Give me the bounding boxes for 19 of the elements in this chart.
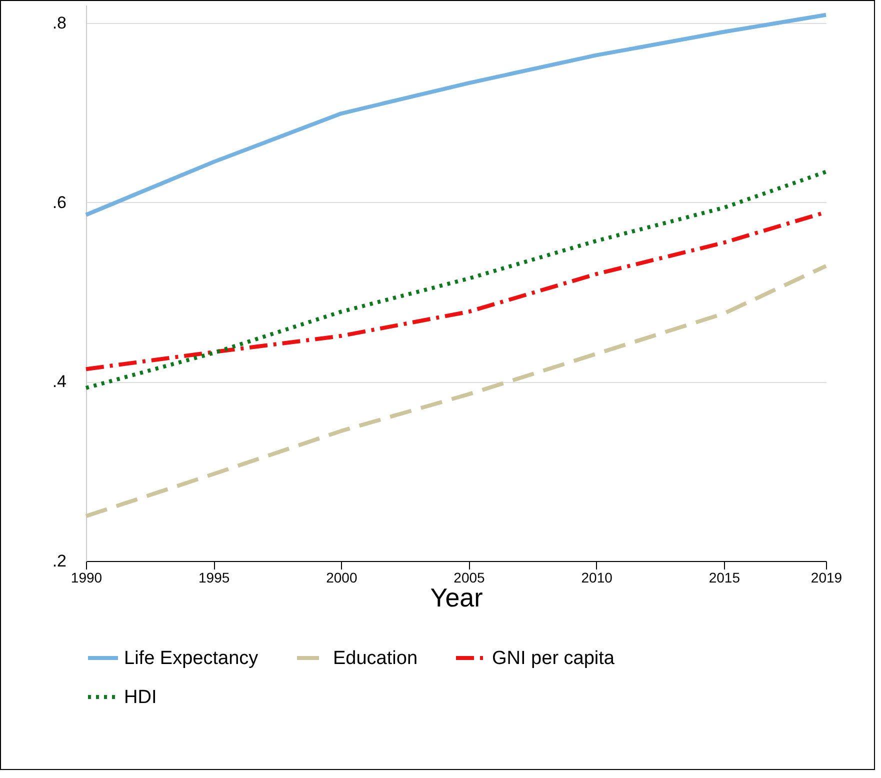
line-series (84, 12, 828, 217)
legend-label: Education (333, 648, 418, 669)
line-series (84, 170, 828, 390)
y-tick-label: .8 (52, 13, 66, 32)
x-axis-title: Year (430, 582, 484, 612)
legend-label: HDI (124, 687, 157, 708)
x-tick-label: 1995 (198, 570, 230, 586)
x-tick-label: 2019 (810, 570, 842, 586)
y-tick-label: .6 (52, 192, 66, 212)
x-tick-label: 2010 (581, 570, 613, 586)
legend-label: Life Expectancy (124, 648, 259, 669)
line-series (84, 264, 828, 518)
x-tick-label: 2005 (454, 570, 486, 586)
legend-label: GNI per capita (492, 648, 615, 669)
x-tick-label: 2000 (326, 570, 358, 586)
x-tick-label: 1990 (70, 570, 102, 586)
y-tick-label: .4 (52, 372, 66, 392)
x-tick-label: 2015 (708, 570, 740, 586)
y-tick-label: .2 (52, 552, 66, 570)
